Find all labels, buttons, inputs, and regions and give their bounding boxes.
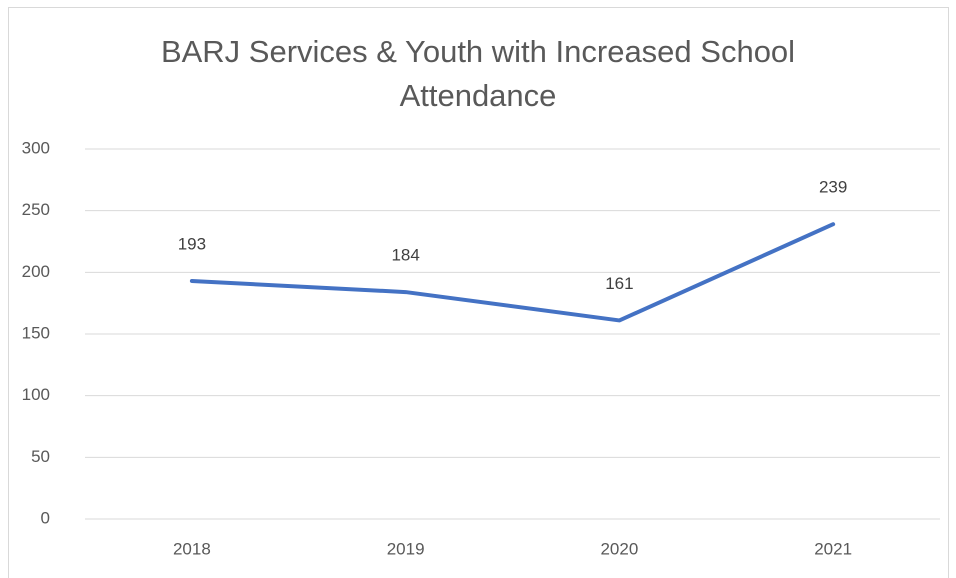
x-tick-label: 2018 bbox=[173, 539, 211, 558]
y-tick-label: 250 bbox=[22, 200, 50, 219]
x-tick-label: 2019 bbox=[387, 539, 425, 558]
y-tick-label: 50 bbox=[31, 447, 50, 466]
y-tick-label: 0 bbox=[41, 508, 50, 527]
y-tick-label: 300 bbox=[22, 138, 50, 157]
y-tick-label: 200 bbox=[22, 262, 50, 281]
x-tick-label: 2021 bbox=[814, 539, 852, 558]
data-label: 193 bbox=[178, 234, 206, 253]
data-label: 239 bbox=[819, 178, 847, 197]
chart-title: BARJ Services & Youth with Increased Sch… bbox=[160, 34, 796, 113]
data-line bbox=[189, 222, 836, 323]
y-tick-label: 150 bbox=[22, 323, 50, 342]
chart-border bbox=[8, 7, 949, 578]
data-label: 184 bbox=[391, 246, 419, 265]
data-label: 161 bbox=[605, 274, 633, 293]
y-tick-label: 100 bbox=[22, 385, 50, 404]
x-tick-label: 2020 bbox=[600, 539, 638, 558]
